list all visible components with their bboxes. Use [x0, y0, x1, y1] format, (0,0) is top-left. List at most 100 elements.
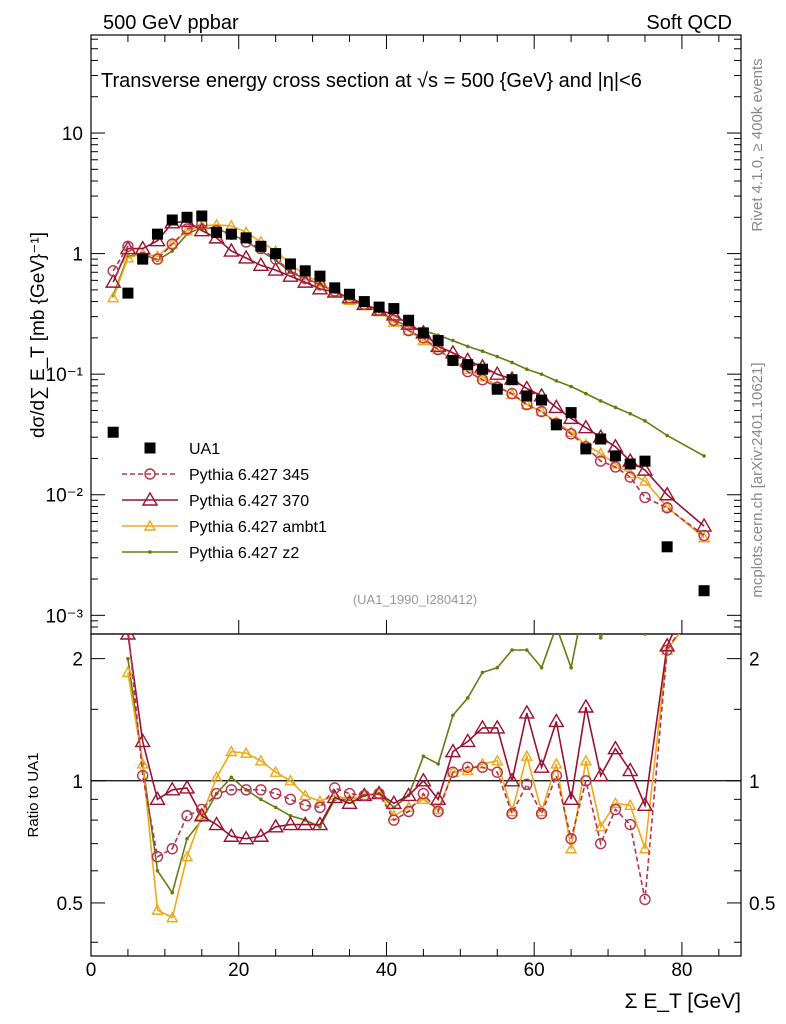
ratio-point-pythia-6-427-345: [609, 803, 622, 816]
ratio-point-pythia-6-427-z2: [421, 754, 426, 758]
main-point-pythia-6-427-345: [506, 387, 518, 400]
y-axis-label-main: dσ/d∑ E_T [mb {GeV}⁻¹]: [28, 232, 49, 438]
ratio-point-pythia-6-427-ambt1: [535, 805, 548, 817]
ratio-point-pythia-6-427-ambt1: [550, 757, 563, 769]
main-point-pythia-6-427-370: [134, 240, 151, 255]
main-point-ua1: [122, 287, 134, 299]
ratio-point-pythia-6-427-345: [123, 621, 133, 631]
main-point-pythia-6-427-345: [166, 238, 178, 250]
main-point-ua1: [240, 232, 252, 244]
ratio-point-pythia-6-427-345: [373, 787, 385, 800]
ratio-point-pythia-6-427-ambt1: [299, 789, 312, 801]
main-point-pythia-6-427-z2: [643, 419, 647, 423]
y-tick-label: 10⁻¹: [46, 365, 84, 386]
ratio-point-pythia-6-427-ambt1: [180, 850, 194, 862]
ratio-point-pythia-6-427-370: [444, 743, 462, 758]
main-point-ua1: [196, 210, 208, 222]
header-category: Soft QCD: [646, 12, 732, 34]
main-point-ua1: [329, 282, 341, 294]
main-point-pythia-6-427-z2: [170, 249, 175, 253]
ratio-point-pythia-6-427-370: [503, 772, 521, 787]
ratio-line-pythia-6-427-345: [127, 634, 679, 900]
ratio-point-pythia-6-427-z2: [185, 836, 189, 841]
ratio-point-pythia-6-427-370: [621, 762, 639, 777]
main-point-pythia-6-427-ambt1: [564, 425, 578, 437]
ratio-point-pythia-6-427-370: [459, 733, 476, 748]
main-point-pythia-6-427-ambt1: [417, 334, 430, 346]
main-point-pythia-6-427-ambt1: [343, 293, 356, 305]
ratio-point-pythia-6-427-ambt1: [239, 746, 253, 758]
analysis-id: (UA1_1990_I280412): [353, 592, 477, 607]
ratio-tick-label-right: 1: [749, 772, 760, 793]
main-point-pythia-6-427-ambt1: [121, 251, 135, 263]
ratio-point-pythia-6-427-z2: [495, 665, 500, 670]
main-point-pythia-6-427-ambt1: [106, 291, 120, 303]
ratio-point-pythia-6-427-z2: [510, 648, 514, 652]
ratio-point-pythia-6-427-370: [311, 816, 329, 831]
ratio-point-pythia-6-427-345: [225, 784, 238, 796]
main-point-pythia-6-427-370: [296, 273, 314, 288]
x-tick-label: 20: [228, 960, 249, 981]
ratio-point-pythia-6-427-ambt1: [505, 805, 519, 817]
main-point-ua1: [550, 419, 562, 431]
ratio-point-pythia-6-427-370: [252, 827, 270, 842]
main-point-ua1: [211, 226, 223, 238]
ratio-point-pythia-6-427-ambt1: [254, 754, 268, 766]
main-point-pythia-6-427-ambt1: [594, 447, 607, 459]
main-point-pythia-6-427-370: [223, 242, 240, 257]
legend-marker-pythia-6-427-ambt1: [143, 519, 157, 531]
ratio-point-pythia-6-427-ambt1: [225, 745, 238, 757]
ratio-point-pythia-6-427-ambt1: [210, 770, 223, 782]
main-point-pythia-6-427-370: [489, 365, 506, 380]
ratio-line-pythia-6-427-z2: [127, 634, 646, 895]
ratio-point-pythia-6-427-345: [594, 837, 607, 850]
main-point-pythia-6-427-ambt1: [697, 531, 711, 543]
ratio-point-pythia-6-427-370: [149, 790, 166, 806]
ratio-point-pythia-6-427-345: [255, 784, 267, 796]
ratio-point-pythia-6-427-z2: [273, 805, 278, 810]
main-point-pythia-6-427-z2: [628, 411, 633, 416]
ratio-point-pythia-6-427-ambt1: [594, 820, 607, 832]
ratio-point-pythia-6-427-370: [592, 767, 609, 782]
x-tick-label: 40: [376, 960, 397, 981]
main-point-pythia-6-427-345: [609, 461, 622, 473]
ratio-point-pythia-6-427-345: [550, 769, 563, 782]
main-point-ua1: [284, 258, 296, 270]
main-point-pythia-6-427-345: [151, 253, 164, 265]
main-point-pythia-6-427-z2: [613, 405, 618, 410]
ratio-point-pythia-6-427-z2: [288, 813, 293, 818]
ratio-tick-label: 1: [72, 772, 83, 793]
ratio-point-pythia-6-427-345: [166, 843, 178, 855]
ratio-point-pythia-6-427-345: [314, 801, 326, 814]
ratio-point-pythia-6-427-345: [432, 805, 444, 818]
ratio-point-pythia-6-427-345: [196, 803, 208, 816]
ratio-point-pythia-6-427-ambt1: [491, 754, 504, 766]
main-point-ua1: [565, 407, 577, 419]
ratio-point-pythia-6-427-370: [489, 719, 506, 734]
ratio-point-pythia-6-427-345: [535, 807, 548, 820]
ratio-point-pythia-6-427-345: [269, 787, 282, 800]
ratio-point-pythia-6-427-370: [178, 779, 196, 794]
ratio-point-pythia-6-427-345: [661, 644, 673, 656]
ratio-point-pythia-6-427-ambt1: [284, 774, 297, 786]
main-point-pythia-6-427-370: [658, 486, 676, 501]
main-point-pythia-6-427-370: [237, 249, 255, 264]
ratio-point-pythia-6-427-370: [341, 794, 358, 810]
ratio-point-pythia-6-427-z2: [524, 648, 529, 652]
ratio-point-pythia-6-427-370: [119, 634, 137, 640]
legend: UA1 Pythia 6.427 345 Pythia 6.427 370 Pythi…: [122, 441, 327, 562]
y-tick-label: 10⁻³: [46, 606, 84, 627]
ratio-point-pythia-6-427-z2: [598, 636, 603, 640]
ratio-point-pythia-6-427-z2: [126, 656, 130, 661]
ratio-point-pythia-6-427-z2: [569, 665, 573, 670]
y-tick-label: 1: [72, 245, 83, 266]
ratio-point-pythia-6-427-ambt1: [417, 792, 430, 805]
x-tick-label: 0: [86, 960, 97, 981]
main-point-ua1: [255, 240, 267, 252]
main-point-pythia-6-427-z2: [665, 433, 669, 438]
ratio-point-pythia-6-427-z2: [539, 665, 544, 670]
main-point-ua1: [476, 363, 488, 375]
ratio-point-pythia-6-427-370: [518, 704, 536, 719]
legend-marker-ua1: [144, 442, 156, 454]
ratio-point-pythia-6-427-345: [284, 793, 297, 806]
